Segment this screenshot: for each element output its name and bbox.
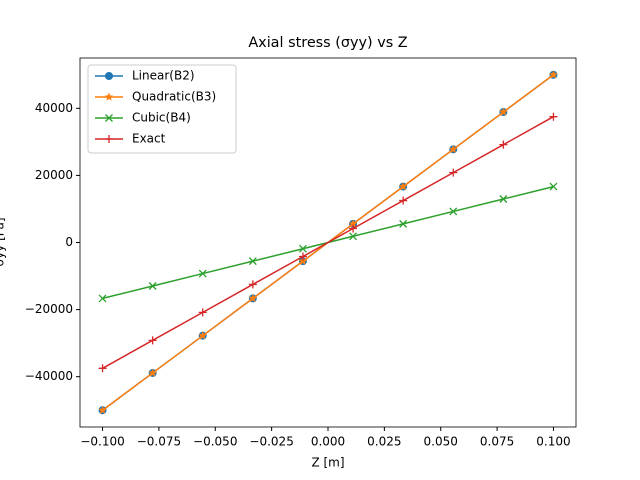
marker	[449, 207, 458, 216]
marker	[104, 92, 114, 101]
marker-shape	[248, 293, 258, 303]
marker	[248, 293, 258, 303]
marker-shape	[499, 107, 508, 116]
marker	[248, 280, 257, 289]
y-tick-label: 40000	[35, 101, 73, 115]
marker	[198, 331, 208, 340]
marker-shape	[399, 219, 408, 228]
marker	[499, 195, 508, 203]
marker	[448, 144, 458, 153]
x-tick-label: −0.075	[137, 435, 181, 449]
marker	[248, 257, 257, 266]
x-tick-label: 0.050	[424, 435, 458, 449]
marker	[98, 364, 107, 373]
marker	[148, 336, 157, 345]
x-tick-label: 0.100	[536, 435, 570, 449]
marker-shape	[298, 252, 307, 261]
legend-label: Cubic(B4)	[132, 111, 191, 125]
marker-shape	[349, 232, 358, 241]
marker-shape	[98, 364, 107, 373]
marker-shape	[499, 195, 508, 203]
marker-shape	[98, 405, 107, 414]
marker	[499, 140, 508, 149]
marker	[298, 244, 307, 253]
marker	[298, 252, 307, 261]
marker-shape	[398, 182, 408, 191]
marker-shape	[248, 257, 257, 266]
marker	[349, 224, 358, 233]
y-tick-label: 0	[65, 235, 73, 249]
marker-shape	[198, 308, 207, 317]
marker-shape	[349, 224, 358, 233]
marker-shape	[298, 244, 307, 253]
y-tick-label: 20000	[35, 168, 73, 182]
marker-shape	[148, 336, 157, 345]
marker	[399, 219, 408, 228]
marker-shape	[104, 92, 114, 101]
x-tick-label: 0.000	[311, 435, 345, 449]
marker	[105, 114, 113, 122]
legend-label: Linear(B2)	[132, 69, 195, 83]
marker-shape	[348, 219, 358, 228]
marker-shape	[549, 182, 558, 191]
marker-shape	[105, 135, 113, 143]
plot-frame	[79, 57, 577, 428]
marker	[499, 107, 508, 116]
marker-shape	[549, 70, 558, 79]
x-axis-label: Z [m]	[311, 456, 344, 470]
marker	[105, 135, 113, 143]
marker	[348, 219, 358, 228]
marker-shape	[148, 282, 157, 290]
y-tick-label: −40000	[25, 369, 73, 383]
marker-shape	[105, 72, 113, 80]
x-tick-label: −0.025	[249, 435, 293, 449]
marker-shape	[449, 168, 458, 177]
chart-title: Axial stress (σyy) vs Z	[248, 35, 407, 51]
marker	[98, 405, 107, 414]
marker-shape	[448, 144, 458, 153]
marker-shape	[399, 196, 408, 205]
x-tick-label: 0.075	[480, 435, 514, 449]
marker	[549, 112, 558, 121]
legend-label: Exact	[132, 132, 166, 146]
marker-shape	[105, 114, 113, 122]
marker	[398, 182, 408, 191]
y-tick-label: −20000	[25, 302, 73, 316]
marker	[148, 282, 157, 290]
y-axis-label: σyy [Pa]	[0, 217, 7, 266]
marker	[399, 196, 408, 205]
marker	[549, 182, 558, 191]
marker	[349, 232, 358, 241]
marker-shape	[98, 294, 107, 303]
marker	[198, 269, 207, 278]
marker-shape	[499, 140, 508, 149]
marker-shape	[298, 256, 308, 265]
series-line	[102, 116, 554, 369]
marker-shape	[248, 280, 257, 289]
legend-box	[87, 64, 237, 154]
marker-shape	[198, 269, 207, 278]
x-tick-label: −0.100	[80, 435, 124, 449]
marker-shape	[549, 112, 558, 121]
x-tick-label: −0.050	[193, 435, 237, 449]
marker-shape	[198, 331, 208, 340]
x-tick-label: 0.025	[367, 435, 401, 449]
legend-label: Quadratic(B3)	[132, 90, 216, 104]
marker	[549, 70, 558, 79]
marker	[449, 168, 458, 177]
marker-shape	[449, 207, 458, 216]
marker-shape	[148, 368, 157, 377]
marker	[148, 368, 157, 377]
marker	[98, 294, 107, 303]
marker	[105, 72, 113, 80]
marker	[298, 256, 308, 265]
marker	[198, 308, 207, 317]
